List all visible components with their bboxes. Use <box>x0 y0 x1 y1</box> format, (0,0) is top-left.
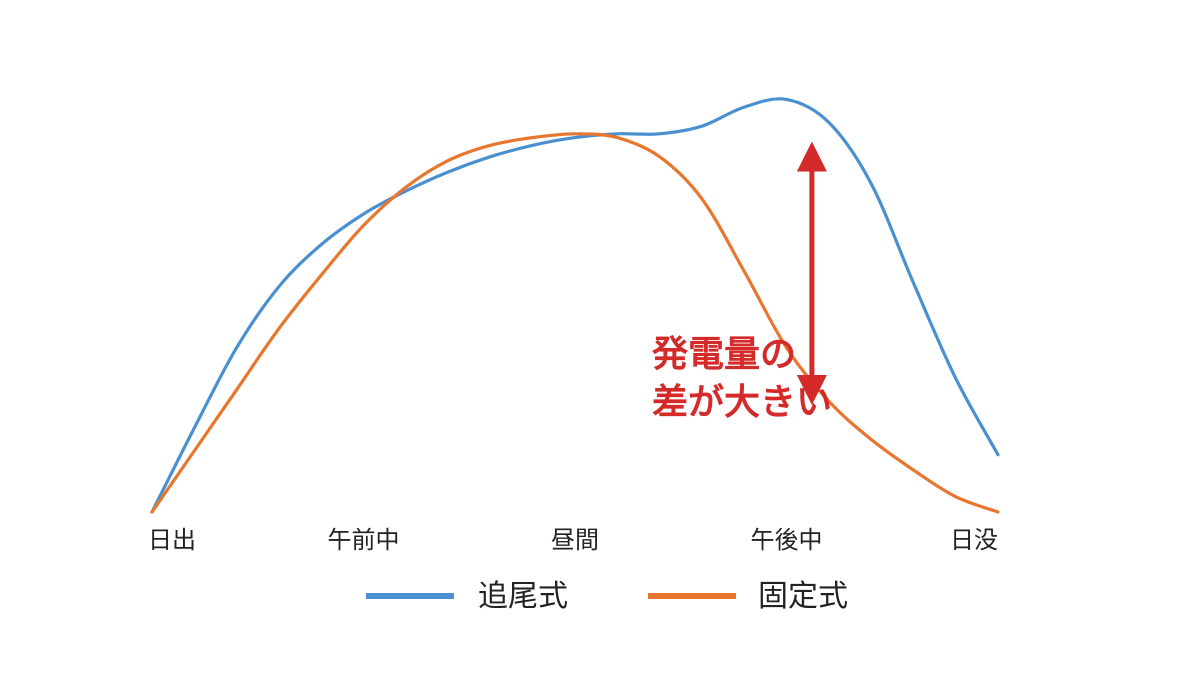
x-tick-label: 日出 <box>148 526 196 554</box>
legend: 追尾式 固定式 <box>366 579 848 614</box>
series-line-tracking <box>150 97 1000 514</box>
annotation-line-2: 差が大きい <box>652 382 832 423</box>
x-tick-label: 昼間 <box>551 526 599 554</box>
x-tick-label: 午前中 <box>328 526 400 554</box>
x-tick-label: 日没 <box>950 526 998 554</box>
annotation-arrow <box>796 141 827 406</box>
annotation-line-1: 発電量の <box>652 334 796 375</box>
series-layer <box>150 97 1000 514</box>
series-line-fixed <box>150 132 1000 514</box>
x-tick-label: 午後中 <box>751 526 823 554</box>
x-axis-ticks: 日出 午前中 昼間 午後中 日没 <box>148 526 998 554</box>
arrow-head-top <box>796 141 827 172</box>
legend-label-1: 追尾式 <box>478 579 568 614</box>
arrow-head-bottom <box>796 375 827 406</box>
legend-label-2: 固定式 <box>758 579 848 614</box>
